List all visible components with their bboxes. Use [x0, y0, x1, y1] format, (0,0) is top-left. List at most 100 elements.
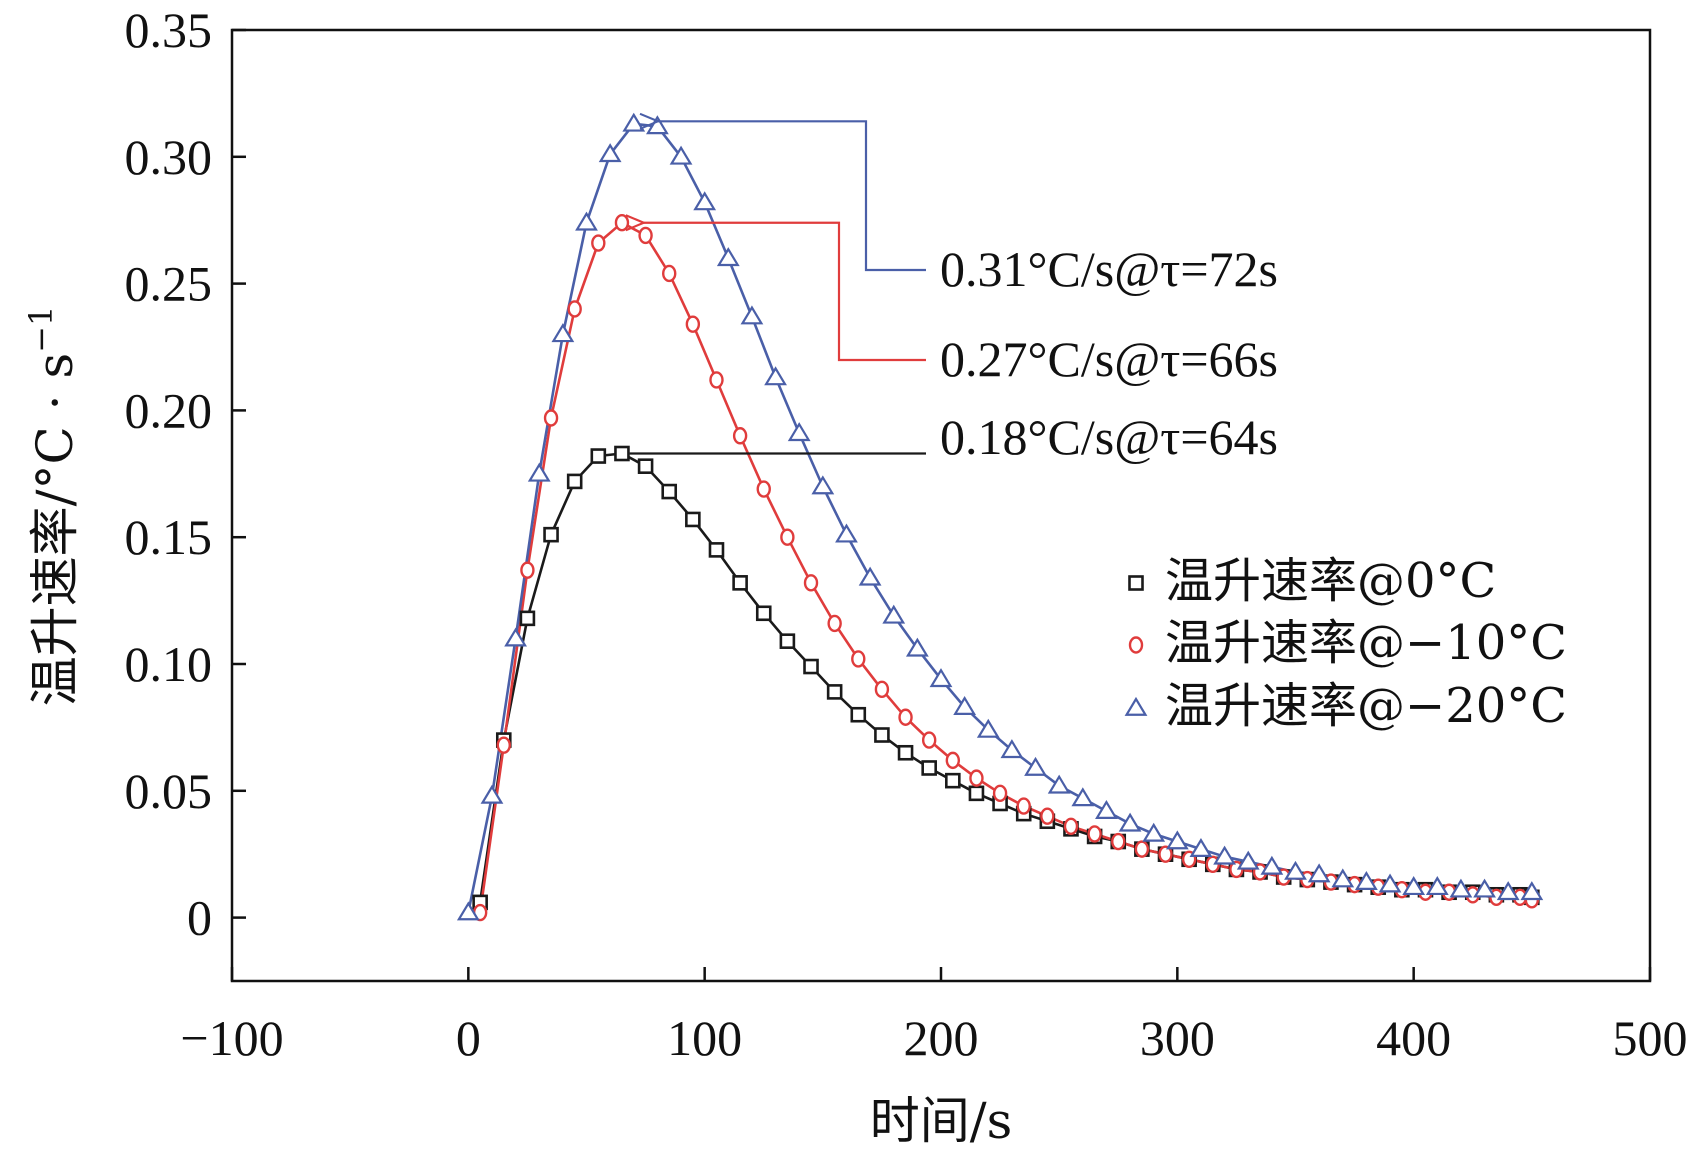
data-point: [638, 226, 653, 245]
data-point: [945, 772, 961, 789]
data-point: [969, 769, 984, 787]
data-point: [1449, 878, 1473, 898]
data-point: [1165, 830, 1189, 850]
data-point: [732, 427, 748, 445]
data-point: [1047, 774, 1071, 794]
x-tick-label: 300: [1140, 1010, 1215, 1066]
legend-label: 温升速率@0°C: [1165, 553, 1496, 609]
annotation-label: 0.27°C/s@τ=66s: [940, 331, 1278, 387]
data-point: [1284, 860, 1307, 880]
data-point: [858, 566, 882, 586]
y-tick-label: 0.25: [125, 256, 213, 312]
data-point: [622, 112, 646, 132]
x-axis-title: 时间/s: [870, 1092, 1013, 1150]
data-point: [1087, 825, 1102, 843]
y-axis-ticks: [232, 28, 246, 919]
data-point: [456, 901, 480, 921]
data-point: [1024, 756, 1047, 776]
y-axis-title-sup: −1: [22, 306, 60, 353]
data-point: [543, 526, 559, 543]
x-tick-label: 500: [1613, 1010, 1688, 1066]
data-point: [1331, 868, 1355, 888]
data-point: [921, 731, 937, 749]
x-tick-label: −100: [180, 1010, 283, 1066]
data-point: [732, 575, 748, 591]
x-tick-label: 0: [456, 1010, 481, 1066]
data-point: [803, 658, 819, 675]
peak-annotations: 0.31°C/s@τ=72s 0.27°C/s@τ=66s 0.18°C/s@τ=6…: [625, 112, 1278, 465]
legend-marker: [1128, 575, 1144, 591]
annotation-label: 0.18°C/s@τ=64s: [940, 409, 1278, 465]
data-point: [669, 145, 693, 165]
data-point: [968, 785, 985, 802]
legend: 温升速率@0°C 温升速率@−10°C 温升速率@−20°C: [1124, 553, 1567, 734]
data-point: [662, 264, 677, 283]
y-tick-label: 0: [187, 890, 212, 946]
data-point: [1260, 855, 1284, 875]
data-point: [826, 684, 843, 700]
data-point: [520, 561, 535, 579]
data-point: [598, 143, 622, 163]
data-point: [945, 751, 961, 770]
data-point: [851, 650, 866, 668]
data-point: [590, 448, 607, 464]
data-point: [614, 445, 630, 462]
data-point: [575, 211, 598, 231]
y-tick-label: 0.35: [125, 2, 213, 58]
legend-label: 温升速率@−10°C: [1165, 615, 1567, 671]
legend-marker: [1124, 696, 1148, 716]
data-point: [787, 422, 811, 442]
data-point: [496, 736, 511, 754]
data-point: [1355, 870, 1378, 890]
data-point: [685, 511, 701, 528]
data-point: [1378, 873, 1402, 893]
data-point: [803, 574, 819, 592]
data-point: [976, 718, 1000, 738]
data-point: [1520, 881, 1544, 901]
data-point: [1063, 817, 1079, 836]
x-axis-ticks: [230, 967, 1652, 981]
data-point: [614, 214, 630, 232]
y-tick-label: 0.30: [125, 129, 213, 185]
data-point: [1016, 797, 1031, 815]
data-point: [527, 462, 551, 482]
y-tick-label: 0.05: [125, 763, 213, 819]
data-point: [992, 784, 1008, 803]
data-point: [1071, 787, 1095, 807]
data-point: [921, 760, 937, 776]
data-point: [566, 473, 583, 490]
data-point: [740, 305, 764, 325]
data-point: [850, 706, 867, 723]
y-tick-label: 0.15: [125, 509, 213, 565]
data-point: [1425, 876, 1449, 896]
x-tick-label: 400: [1376, 1010, 1451, 1066]
data-point: [780, 528, 795, 546]
data-point: [1134, 840, 1150, 858]
data-point: [905, 637, 929, 657]
data-point: [811, 475, 835, 495]
data-point: [755, 605, 772, 622]
data-point: [693, 191, 717, 211]
data-point: [953, 695, 977, 715]
data-point: [1307, 863, 1331, 883]
data-point: [827, 614, 842, 633]
legend-marker: [1128, 636, 1144, 654]
data-point: [779, 633, 796, 649]
data-point: [1142, 822, 1166, 842]
x-axis-tick-labels: −100 0 100 200 300 400 500: [180, 1010, 1687, 1066]
data-point: [543, 409, 559, 427]
data-point: [1473, 878, 1496, 898]
y-tick-label: 0.20: [125, 382, 213, 438]
data-point: [764, 366, 787, 386]
data-point: [1236, 850, 1260, 870]
y-axis-title: 温升速率/°C · s−1: [22, 306, 84, 707]
data-point: [716, 247, 740, 267]
data-point: [898, 708, 913, 726]
data-point: [551, 323, 575, 343]
y-axis-title-main: 温升速率/°C · s: [26, 353, 84, 706]
data-point: [1040, 807, 1055, 825]
data-point: [1111, 832, 1126, 851]
data-point: [1213, 845, 1236, 865]
data-point: [709, 371, 724, 389]
legend-label: 温升速率@−20°C: [1165, 678, 1567, 734]
